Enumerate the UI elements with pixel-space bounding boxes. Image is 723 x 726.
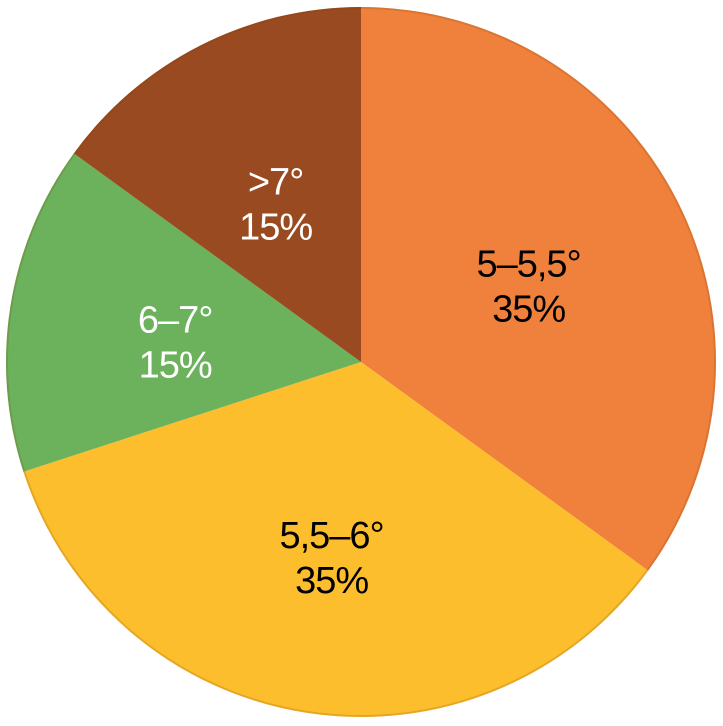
pie-label-percent: 15% (239, 206, 312, 248)
pie-outline (6, 7, 716, 717)
pie-label-slice-5-to-5point5-deg: 5–5,5° 35% (476, 244, 580, 331)
pie-slice-5-to-5point5-deg (361, 7, 716, 571)
pie-slice-over-7-deg (73, 7, 362, 362)
pie-label-slice-5point5-to-6-deg: 5,5–6° 35% (279, 515, 383, 602)
pie-slice-5point5-to-6-deg (23, 362, 649, 718)
pie-label-range: 5,5–6° (279, 515, 383, 557)
pie-label-slice-6-to-7-deg: 6–7° 15% (138, 300, 213, 387)
pie-label-slice-over-7-deg: >7° 15% (239, 161, 312, 248)
pie-label-range: 6–7° (138, 300, 213, 342)
pie-label-percent: 15% (139, 345, 212, 387)
pie-label-percent: 35% (492, 289, 565, 331)
pie-label-range: >7° (248, 161, 304, 203)
pie-label-percent: 35% (295, 560, 368, 602)
pie-label-range: 5–5,5° (476, 244, 580, 286)
pie-slice-6-to-7-deg (5, 153, 362, 472)
